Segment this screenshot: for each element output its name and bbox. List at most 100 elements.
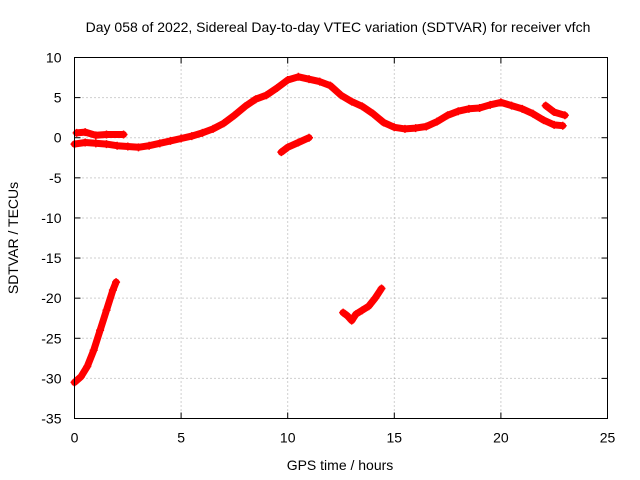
data-point — [371, 294, 380, 303]
x-tick-label: 0 — [71, 430, 79, 446]
data-point — [507, 101, 516, 110]
data-point — [294, 138, 303, 147]
data-point — [102, 306, 111, 315]
x-tick-label: 5 — [177, 430, 185, 446]
data-point — [113, 141, 122, 150]
data-point — [91, 139, 100, 148]
data-point — [89, 346, 98, 355]
data-point — [337, 91, 345, 100]
data-point — [145, 141, 154, 150]
data-point — [550, 120, 559, 129]
y-tick-label: -20 — [41, 290, 61, 306]
data-point — [464, 104, 473, 113]
series-dip-arc — [277, 134, 313, 156]
data-point — [550, 108, 559, 117]
data-point — [81, 128, 90, 137]
y-tick-label: -5 — [49, 170, 62, 186]
data-point — [486, 100, 495, 109]
data-series — [70, 72, 569, 387]
data-point — [343, 311, 352, 320]
data-point — [187, 132, 196, 141]
data-point — [273, 83, 282, 92]
x-tick-labels: 0 5 10 15 20 25 — [71, 430, 616, 446]
y-tick-label: 10 — [46, 50, 62, 66]
y-tick-label: 5 — [54, 90, 62, 106]
data-point — [454, 107, 463, 116]
data-point — [364, 302, 373, 311]
data-point — [496, 98, 505, 107]
data-point — [283, 75, 292, 84]
data-point — [422, 122, 431, 131]
y-tick-label: -10 — [41, 210, 61, 226]
data-point — [102, 140, 111, 149]
data-point — [541, 101, 550, 110]
data-point — [560, 111, 569, 120]
data-point — [379, 118, 388, 127]
chart-title: Day 058 of 2022, Sidereal Day-to-day VTE… — [86, 19, 591, 35]
y-tick-label: -15 — [41, 250, 61, 266]
x-tick-label: 25 — [600, 430, 616, 446]
x-tick-label: 10 — [280, 430, 296, 446]
data-point — [305, 75, 314, 84]
data-point — [558, 121, 567, 130]
y-axis-label: SDTVAR / TECUs — [5, 182, 21, 294]
data-point — [305, 133, 314, 142]
data-point — [134, 143, 143, 152]
data-point — [294, 72, 303, 81]
data-point — [351, 310, 360, 319]
y-tick-label: -30 — [41, 370, 61, 386]
series-late-short-arc — [542, 102, 569, 119]
data-point — [347, 97, 356, 106]
data-point — [241, 102, 250, 111]
data-point — [539, 116, 548, 125]
grid — [74, 57, 608, 419]
data-point — [123, 142, 132, 151]
data-point — [112, 278, 121, 287]
data-point — [119, 130, 128, 139]
data-point — [339, 308, 348, 317]
data-point — [432, 117, 441, 126]
y-tick-label: -35 — [41, 411, 61, 427]
series-steep-low-arc — [71, 278, 120, 386]
y-tick-labels: 10 5 0 -5 -10 -15 -20 -25 -30 -35 — [41, 50, 61, 427]
x-tick-label: 15 — [387, 430, 403, 446]
data-point — [518, 104, 527, 113]
plot-frame — [74, 57, 608, 419]
data-point — [262, 91, 271, 100]
data-point — [102, 130, 111, 139]
data-point — [91, 131, 100, 140]
data-point — [209, 124, 218, 133]
data-point — [358, 102, 367, 111]
data-point — [76, 372, 85, 381]
data-point — [358, 306, 367, 315]
x-axis-label: GPS time / hours — [287, 457, 394, 473]
data-point — [251, 95, 260, 104]
y-tick-label: -25 — [41, 330, 61, 346]
data-point — [475, 104, 484, 113]
data-point — [198, 128, 207, 137]
data-point — [108, 286, 117, 295]
data-point — [81, 138, 90, 147]
data-point — [326, 81, 335, 90]
data-point — [528, 109, 537, 118]
data-point — [377, 284, 386, 293]
data-point — [219, 119, 228, 128]
data-point — [315, 77, 324, 86]
x-tick-label: 20 — [493, 430, 509, 446]
data-point — [177, 134, 186, 143]
data-point — [443, 111, 452, 120]
data-point — [277, 148, 286, 157]
data-point — [368, 109, 377, 118]
y-tick-label: 0 — [54, 130, 62, 146]
series-main-arc — [71, 73, 567, 151]
data-point — [283, 143, 292, 152]
data-point — [411, 124, 420, 133]
data-point — [230, 111, 239, 120]
data-point — [390, 123, 399, 132]
data-point — [166, 136, 175, 145]
data-point — [83, 362, 92, 371]
data-point — [400, 124, 409, 133]
data-point — [72, 128, 81, 137]
data-point — [347, 316, 356, 325]
